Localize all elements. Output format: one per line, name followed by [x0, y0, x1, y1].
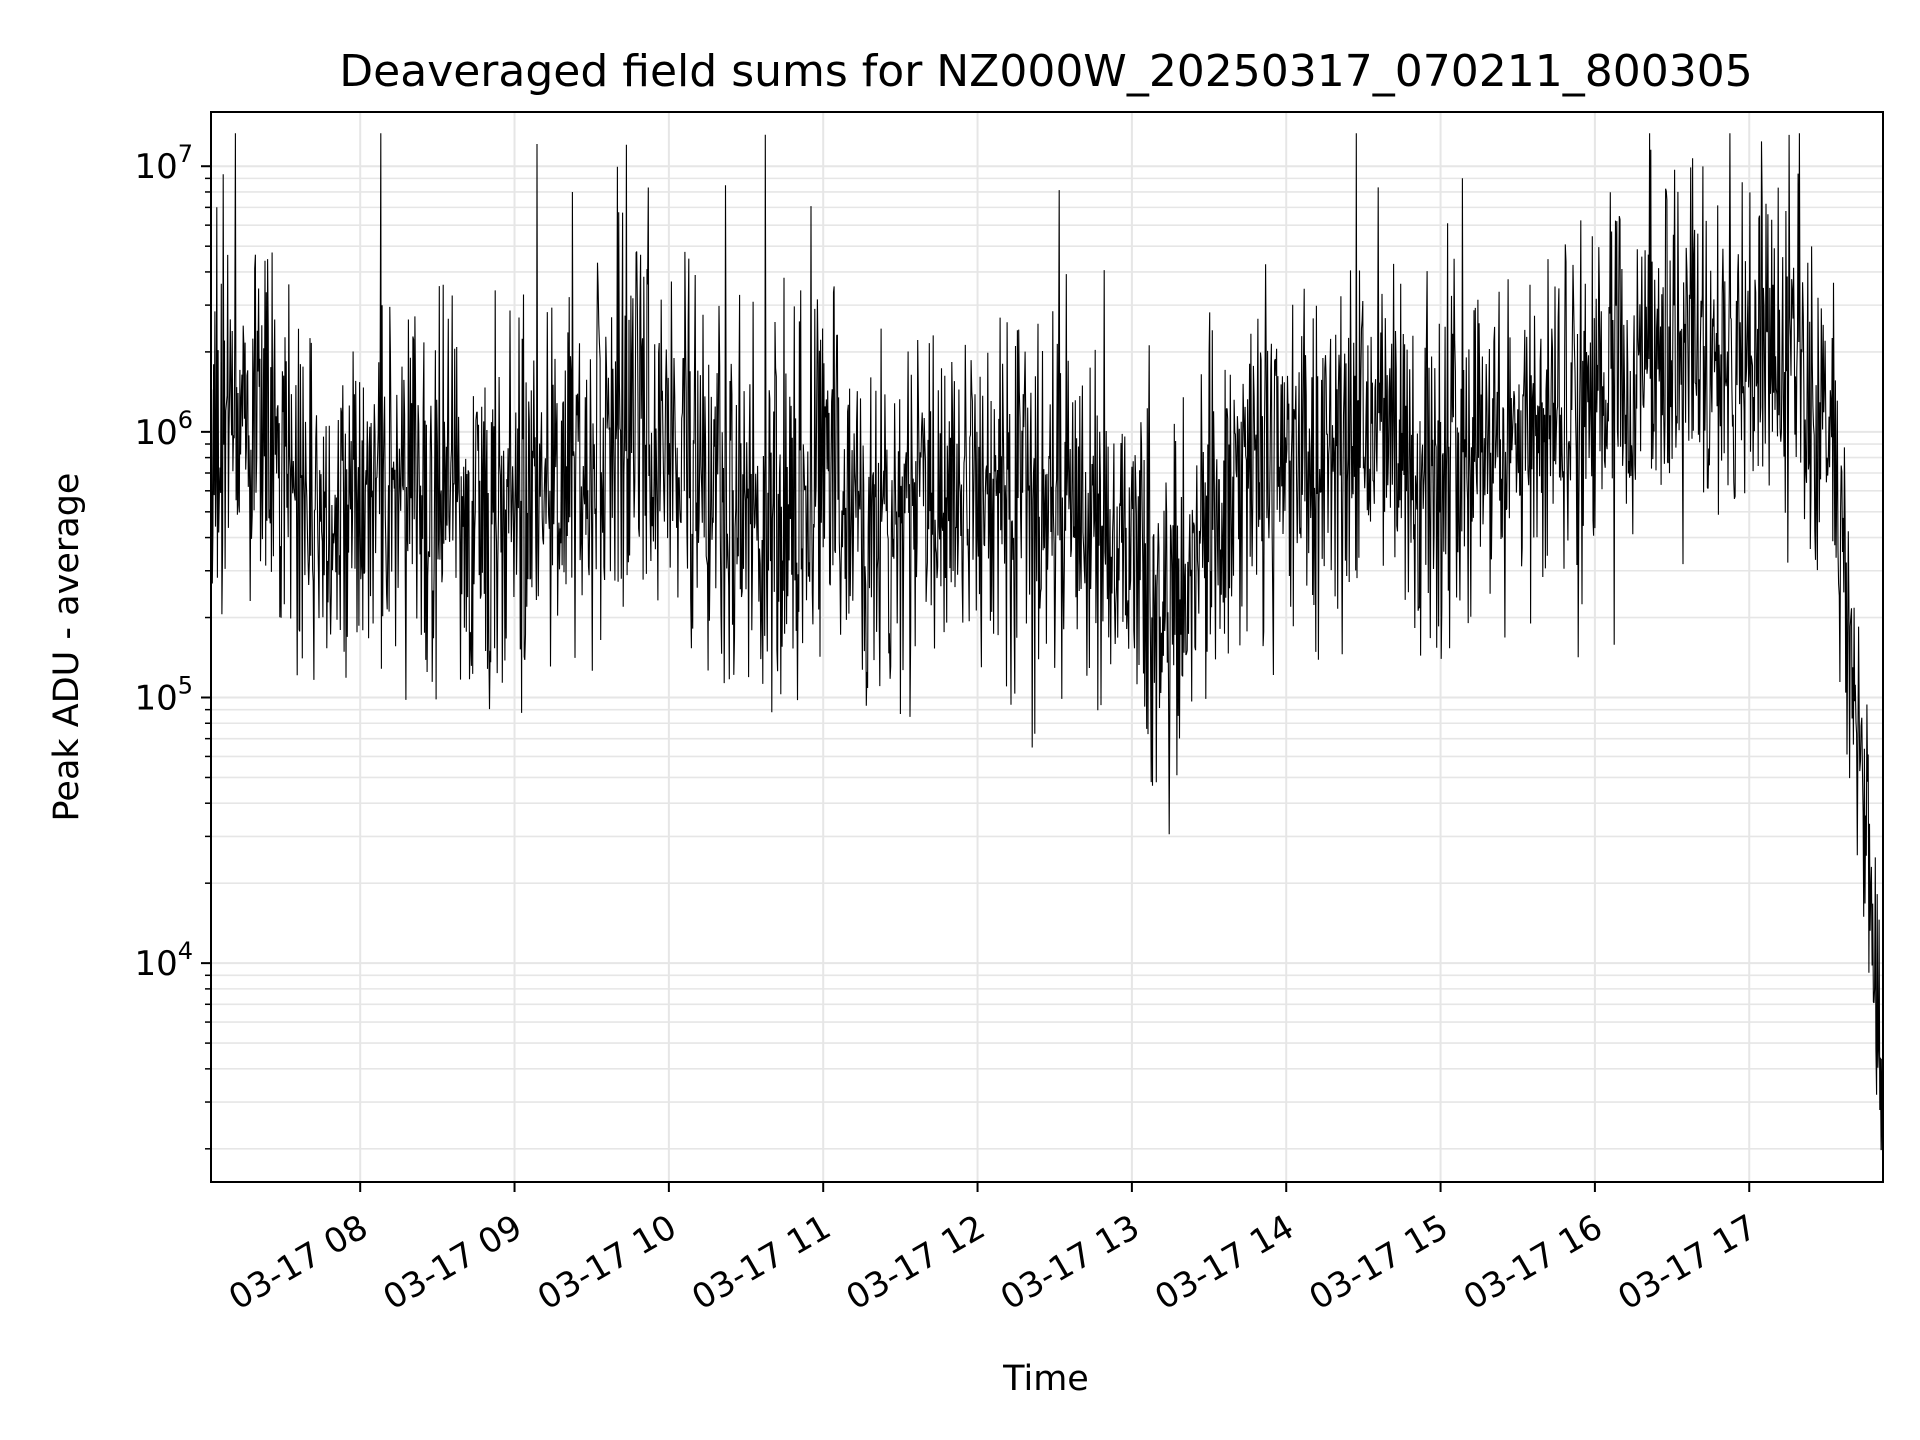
x-tick-label: 03-17 13	[994, 1207, 1146, 1318]
grid	[211, 112, 1883, 1182]
y-tick-label: 105	[134, 671, 193, 718]
x-tick-label: 03-17 09	[377, 1207, 529, 1318]
plot-frame	[210, 111, 1884, 1183]
x-tick-label: 03-17 16	[1457, 1207, 1609, 1318]
y-tick-label: 106	[134, 406, 193, 453]
series-line	[210, 133, 1884, 1151]
x-tick-label: 03-17 08	[222, 1207, 374, 1318]
x-axis-label: Time	[1002, 1359, 1089, 1399]
y-tick-label: 104	[134, 937, 193, 984]
x-tick-label: 03-17 15	[1303, 1207, 1455, 1318]
x-tick-label: 03-17 17	[1611, 1207, 1763, 1318]
x-tick-label: 03-17 14	[1148, 1207, 1300, 1318]
x-tick-label: 03-17 10	[531, 1207, 683, 1318]
x-tick-label: 03-17 12	[840, 1207, 992, 1318]
y-axis-label: Peak ADU - average	[47, 473, 87, 822]
series-layer	[210, 133, 1884, 1151]
x-tick-label: 03-17 11	[685, 1207, 837, 1318]
chart-title: Deaveraged field sums for NZ000W_2025031…	[339, 46, 1752, 97]
y-tick-label: 107	[134, 140, 193, 187]
